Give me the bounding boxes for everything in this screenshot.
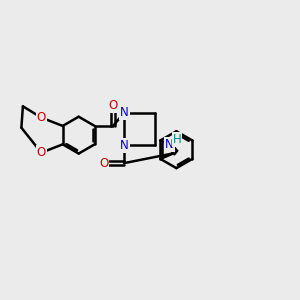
Text: O: O — [108, 99, 118, 112]
Text: N: N — [120, 139, 129, 152]
Text: O: O — [37, 111, 46, 124]
Text: O: O — [37, 146, 46, 159]
Text: N: N — [120, 106, 129, 119]
Text: N: N — [165, 138, 174, 151]
Text: H: H — [173, 133, 182, 146]
Text: O: O — [99, 157, 109, 169]
